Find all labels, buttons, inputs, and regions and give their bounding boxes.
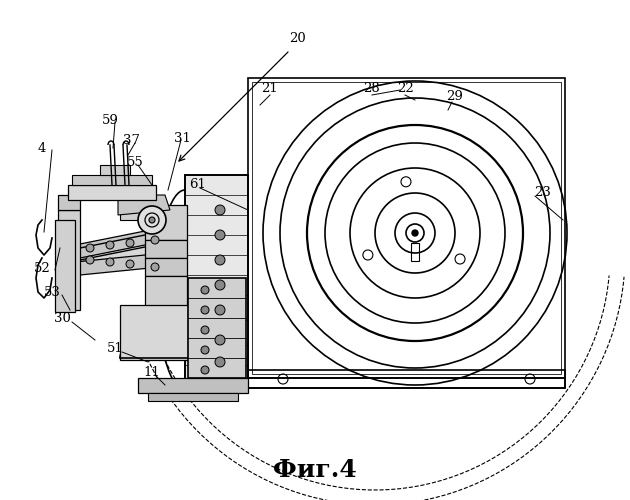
Circle shape [215, 357, 225, 367]
Bar [185, 175, 248, 390]
Text: 53: 53 [43, 286, 60, 298]
Polygon shape [75, 252, 180, 275]
Text: 22: 22 [397, 82, 413, 94]
Bar [138, 378, 248, 393]
Text: 37: 37 [123, 134, 140, 146]
Bar [248, 78, 565, 378]
Circle shape [215, 280, 225, 290]
Circle shape [151, 236, 159, 244]
Text: 52: 52 [33, 262, 50, 274]
Circle shape [201, 326, 209, 334]
Polygon shape [58, 240, 185, 263]
Text: 28: 28 [364, 82, 381, 94]
Bar [120, 305, 188, 360]
Circle shape [215, 335, 225, 345]
Circle shape [126, 260, 134, 268]
Bar [72, 175, 152, 185]
Circle shape [86, 244, 94, 252]
Text: 30: 30 [54, 312, 71, 324]
Circle shape [149, 217, 155, 223]
Bar [145, 276, 187, 311]
Text: 21: 21 [261, 82, 278, 94]
Bar [68, 185, 156, 200]
Circle shape [201, 366, 209, 374]
Text: 11: 11 [144, 366, 161, 378]
Text: 23: 23 [535, 186, 551, 198]
Bar [120, 208, 152, 220]
Circle shape [215, 230, 225, 240]
Circle shape [138, 206, 166, 234]
Text: 61: 61 [190, 178, 207, 192]
Bar [248, 370, 565, 388]
Bar [58, 195, 80, 210]
Circle shape [215, 205, 225, 215]
Circle shape [215, 305, 225, 315]
Bar [248, 378, 565, 388]
Text: 31: 31 [173, 132, 190, 144]
Text: 51: 51 [106, 342, 123, 354]
Circle shape [106, 258, 114, 266]
Circle shape [126, 239, 134, 247]
Circle shape [201, 286, 209, 294]
Circle shape [412, 230, 418, 236]
Polygon shape [75, 225, 180, 258]
Circle shape [215, 255, 225, 265]
Text: 20: 20 [289, 32, 306, 44]
Bar [58, 210, 80, 310]
Text: 59: 59 [101, 114, 118, 126]
Bar [185, 175, 248, 390]
Circle shape [86, 256, 94, 264]
Bar [145, 240, 187, 258]
Bar [148, 393, 238, 401]
Bar [100, 165, 130, 175]
Polygon shape [118, 195, 170, 215]
Text: 29: 29 [447, 90, 464, 102]
Circle shape [201, 306, 209, 314]
Circle shape [151, 263, 159, 271]
Bar [145, 258, 187, 276]
Bar [188, 278, 246, 378]
Circle shape [106, 241, 114, 249]
Bar [55, 220, 75, 312]
Bar [252, 82, 561, 374]
Text: 4: 4 [38, 142, 46, 154]
Text: Фиг.4: Фиг.4 [273, 458, 357, 482]
Circle shape [201, 346, 209, 354]
Bar [145, 205, 187, 240]
Bar [411, 243, 419, 261]
Text: 55: 55 [127, 156, 144, 168]
